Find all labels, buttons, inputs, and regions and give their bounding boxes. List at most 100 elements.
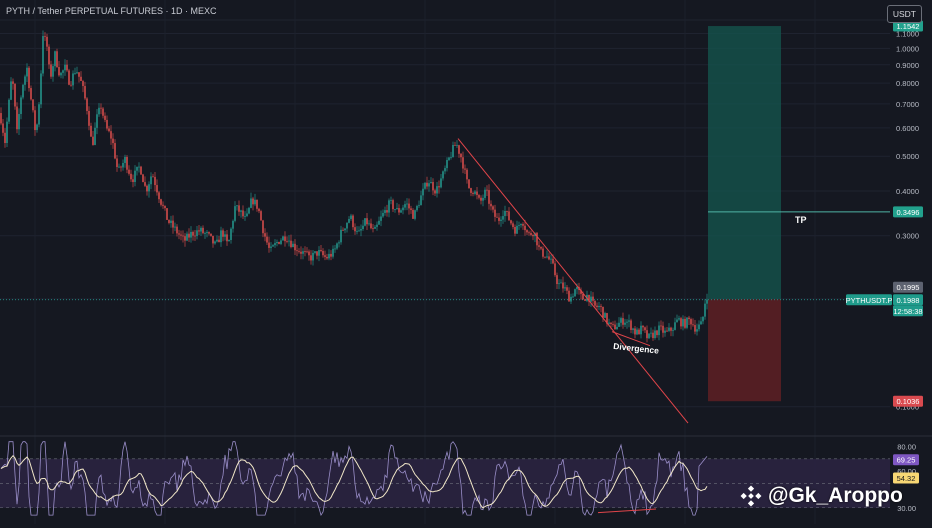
- candle: [552, 258, 554, 264]
- candle: [206, 232, 208, 233]
- price-tag-symbol: [846, 294, 892, 306]
- candle: [700, 321, 702, 325]
- candle: [396, 208, 398, 210]
- candle: [212, 235, 214, 244]
- candle: [132, 179, 134, 183]
- price-tag-last: [893, 294, 923, 306]
- candle: [646, 330, 648, 339]
- candle: [640, 325, 642, 335]
- candle: [458, 145, 460, 154]
- candle: [488, 190, 490, 204]
- stop-zone: [708, 299, 781, 402]
- candle: [476, 191, 478, 196]
- candle: [270, 246, 272, 248]
- candle: [538, 245, 540, 247]
- candle: [466, 169, 468, 180]
- candle: [232, 220, 234, 229]
- candle: [542, 248, 544, 257]
- candle: [64, 64, 66, 71]
- candle: [364, 218, 366, 226]
- candle: [76, 72, 78, 74]
- candle: [388, 200, 390, 213]
- chart-title: PYTH / Tether PERPETUAL FUTURES · 1D · M…: [6, 6, 217, 16]
- candle: [356, 230, 358, 232]
- candle: [502, 216, 504, 220]
- candle: [434, 190, 436, 194]
- candle: [430, 182, 432, 184]
- candle: [366, 218, 368, 225]
- candle: [630, 320, 632, 330]
- candle: [198, 230, 200, 232]
- candle: [242, 210, 244, 217]
- candle: [80, 76, 82, 81]
- candle: [416, 206, 418, 211]
- candle: [374, 226, 376, 229]
- candle: [612, 324, 614, 325]
- candle: [110, 131, 112, 139]
- candle: [342, 229, 344, 231]
- candle: [622, 318, 624, 325]
- candle: [122, 162, 124, 168]
- candle: [266, 236, 268, 243]
- rsi-tag-label-rsi: 69.25: [897, 456, 916, 465]
- rsi-divergence-line: [597, 508, 657, 514]
- candle: [284, 236, 286, 242]
- candle: [56, 51, 58, 68]
- candle: [258, 208, 260, 212]
- candle: [530, 233, 532, 235]
- candle: [38, 104, 40, 125]
- candle: [594, 300, 596, 306]
- candle: [256, 199, 258, 209]
- candle: [398, 208, 400, 213]
- candle: [602, 306, 604, 318]
- candle: [30, 88, 32, 100]
- candle: [220, 230, 222, 243]
- candle: [8, 99, 10, 122]
- candle: [196, 230, 198, 236]
- candle: [300, 251, 302, 254]
- candle: [574, 289, 576, 297]
- candle: [204, 232, 206, 234]
- candle: [460, 153, 462, 158]
- candle: [464, 168, 466, 170]
- candle: [130, 173, 132, 180]
- candle: [264, 233, 266, 237]
- candle: [88, 110, 90, 126]
- candle: [32, 99, 34, 111]
- candle: [302, 251, 304, 254]
- candle: [658, 325, 660, 336]
- candle: [194, 235, 196, 237]
- candle: [186, 233, 188, 241]
- candle: [394, 209, 396, 210]
- candle: [16, 106, 18, 130]
- candle: [304, 251, 306, 253]
- candle: [516, 225, 518, 234]
- rsi-tag-rsi: [893, 454, 919, 466]
- candle: [226, 234, 228, 242]
- candle: [426, 182, 428, 187]
- candle: [340, 229, 342, 243]
- candle: [672, 329, 674, 331]
- candle: [272, 245, 274, 247]
- candle: [582, 293, 584, 300]
- candle: [90, 125, 92, 137]
- candle: [436, 186, 438, 194]
- candle: [70, 84, 72, 86]
- candle: [330, 253, 332, 257]
- candle: [614, 324, 616, 330]
- candle: [680, 318, 682, 327]
- candle: [26, 67, 28, 77]
- candle: [494, 209, 496, 217]
- candle: [96, 114, 98, 128]
- price-tag-label-symbol: PYTHUSDT.P: [846, 296, 893, 305]
- candle: [704, 303, 706, 317]
- candle: [636, 329, 638, 335]
- candle: [260, 211, 262, 221]
- price-tag-stop: [893, 395, 923, 407]
- candle: [472, 192, 474, 194]
- candle: [162, 204, 164, 206]
- currency-button[interactable]: USDT: [886, 5, 922, 23]
- candle: [168, 219, 170, 223]
- candle: [126, 157, 128, 170]
